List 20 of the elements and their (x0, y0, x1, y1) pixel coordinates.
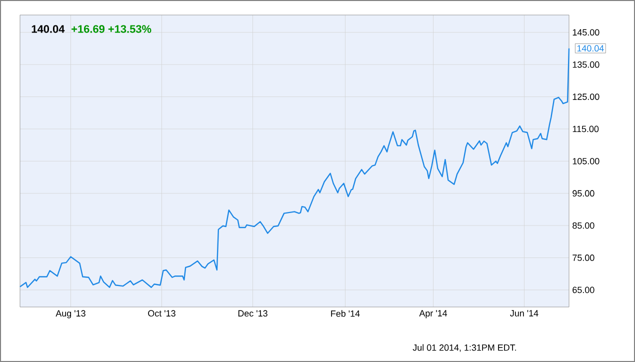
annotation: 140.04 (577, 45, 604, 52)
y-tick-label: 115.00 (572, 126, 599, 132)
y-tick-label: 145.00 (572, 29, 600, 36)
line-series (19, 48, 570, 288)
x-tick-label: Jun '14 (510, 310, 538, 316)
x-tick-label: Aug '13 (56, 310, 86, 318)
x-tick-label: Feb '14 (331, 310, 360, 317)
y-tick-label: 125.00 (572, 94, 600, 100)
y-tick-label: 105.00 (572, 158, 600, 164)
y-tick-label: 135.00 (572, 61, 600, 68)
text: Jul 01 2014, 1:31PM EDT. (412, 344, 516, 352)
text: 140.04 (32, 25, 65, 33)
y-tick-label: 65.00 (572, 286, 594, 294)
y-tick-label: 85.00 (572, 222, 594, 229)
x-tick-label: Apr '14 (419, 310, 448, 318)
y-tick-label: 75.00 (572, 254, 594, 261)
text: +16.69 +13.53% (72, 25, 152, 33)
x-tick-label: Oct '13 (148, 310, 176, 317)
x-tick-label: Dec '13 (238, 310, 268, 317)
y-tick-label: 95.00 (572, 190, 594, 197)
